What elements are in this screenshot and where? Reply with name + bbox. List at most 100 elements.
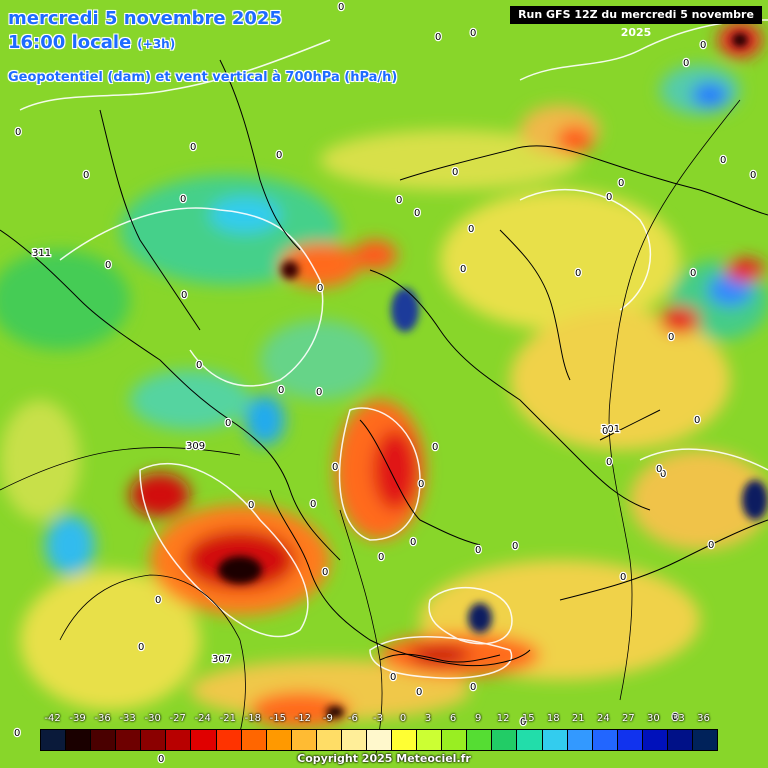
legend-label: 21 — [571, 713, 585, 724]
map-date-title: mercredi 5 novembre 2025 — [8, 8, 282, 29]
zero-vv-label: 0 — [15, 127, 21, 138]
zero-vv-label: 0 — [700, 40, 706, 51]
legend-swatch — [241, 730, 267, 750]
legend-swatch — [693, 730, 718, 750]
zero-vv-label: 0 — [720, 155, 726, 166]
zero-vv-label: 0 — [435, 32, 441, 43]
legend-swatch — [542, 730, 568, 750]
zero-vv-label: 0 — [410, 537, 416, 548]
zero-vv-label: 0 — [310, 499, 316, 510]
zero-vv-label: 0 — [248, 500, 254, 511]
legend-label: 27 — [621, 713, 635, 724]
legend-label: -12 — [294, 713, 312, 724]
zero-vv-label: 0 — [180, 194, 186, 205]
contour-label: 307 — [212, 654, 231, 665]
map-time-title: 16:00 locale (+3h) — [8, 32, 175, 53]
legend-swatch — [41, 730, 67, 750]
color-legend — [40, 729, 718, 751]
zero-vv-label: 0 — [750, 170, 756, 181]
contour-label: 301 — [601, 424, 620, 435]
zero-vv-label: 0 — [656, 464, 662, 475]
zero-vv-label: 0 — [158, 754, 164, 765]
legend-swatch — [141, 730, 167, 750]
zero-vv-label: 0 — [708, 540, 714, 551]
legend-label: -9 — [322, 713, 333, 724]
zero-vv-label: 0 — [606, 192, 612, 203]
zero-vv-label: 0 — [316, 387, 322, 398]
zero-vv-label: 0 — [602, 426, 608, 437]
zero-vv-label: 0 — [520, 717, 526, 728]
local-time: 16:00 locale — [8, 32, 132, 53]
legend-label: 3 — [424, 713, 432, 724]
legend-label: 18 — [546, 713, 560, 724]
zero-vv-label: 0 — [317, 283, 323, 294]
zero-vv-label: 0 — [690, 268, 696, 279]
legend-label: 9 — [474, 713, 482, 724]
zero-vv-label: 0 — [416, 687, 422, 698]
zero-vv-label: 0 — [618, 178, 624, 189]
contour-label: 309 — [186, 441, 205, 452]
legend-swatch — [191, 730, 217, 750]
zero-vv-label: 0 — [390, 672, 396, 683]
legend-swatch — [341, 730, 368, 750]
zero-vv-label: 0 — [378, 552, 384, 563]
run-label: Run GFS 12Z du mercredi 5 novembre 2025 — [510, 6, 762, 39]
zero-vv-label: 0 — [276, 150, 282, 161]
zero-vv-label: 0 — [672, 712, 678, 723]
legend-labels: -42 -39 -36 -33 -30 -27 -24 -21 -18 -15 -12 -9 -6 -3 0… — [40, 713, 716, 727]
legend-swatch — [166, 730, 192, 750]
legend-swatch — [617, 730, 643, 750]
legend-swatch — [216, 730, 242, 750]
legend-swatch — [392, 730, 418, 750]
legend-swatch — [517, 730, 543, 750]
legend-label: -30 — [144, 713, 161, 724]
legend-swatch — [442, 730, 468, 750]
legend-label: -42 — [44, 713, 61, 724]
zero-vv-label: 0 — [475, 545, 481, 556]
legend-swatch — [291, 730, 317, 750]
zero-vv-label: 0 — [14, 728, 20, 739]
legend-label: -18 — [244, 713, 261, 724]
legend-label: -15 — [269, 713, 287, 724]
zero-vv-label: 0 — [452, 167, 458, 178]
zero-vv-label: 0 — [155, 595, 161, 606]
legend-swatch — [642, 730, 668, 750]
zero-vv-label: 0 — [181, 290, 187, 301]
zero-vv-label: 0 — [606, 457, 612, 468]
zero-vv-label: 0 — [683, 58, 689, 69]
zero-vv-label: 0 — [470, 28, 476, 39]
legend-label: -39 — [69, 713, 86, 724]
legend-label: 6 — [449, 713, 457, 724]
legend-label: -24 — [194, 713, 211, 724]
zero-vv-label: 0 — [418, 479, 424, 490]
legend-swatch — [91, 730, 117, 750]
zero-vv-label: 0 — [322, 567, 328, 578]
zero-vv-label: 0 — [468, 224, 474, 235]
zero-vv-label: 0 — [432, 442, 438, 453]
legend-label: 0 — [399, 713, 407, 724]
legend-label: 24 — [596, 713, 610, 724]
legend-label: 15 — [521, 713, 535, 724]
zero-vv-label: 0 — [414, 208, 420, 219]
contour-label: 311 — [32, 248, 51, 259]
legend-swatch — [266, 730, 292, 750]
zero-vv-label: 0 — [105, 260, 111, 271]
legend-swatch — [66, 730, 92, 750]
legend-swatch — [116, 730, 142, 750]
zero-vv-label: 0 — [83, 170, 89, 181]
legend-label: 33 — [672, 713, 685, 724]
zero-vv-label: 0 — [668, 332, 674, 343]
legend-swatch — [567, 730, 593, 750]
variable-subtitle: Geopotentiel (dam) et vent vertical à 70… — [8, 70, 398, 85]
zero-vv-label: 0 — [694, 415, 700, 426]
zero-vv-label: 0 — [396, 195, 402, 206]
zero-vv-label: 0 — [660, 469, 666, 480]
legend-swatch — [667, 730, 694, 750]
legend-label: -33 — [119, 713, 136, 724]
zero-vv-label: 0 — [620, 572, 626, 583]
legend-swatch — [417, 730, 443, 750]
legend-swatch — [592, 730, 618, 750]
legend-swatch — [367, 730, 393, 750]
legend-label: -3 — [373, 713, 383, 724]
legend-label: -27 — [169, 713, 186, 724]
